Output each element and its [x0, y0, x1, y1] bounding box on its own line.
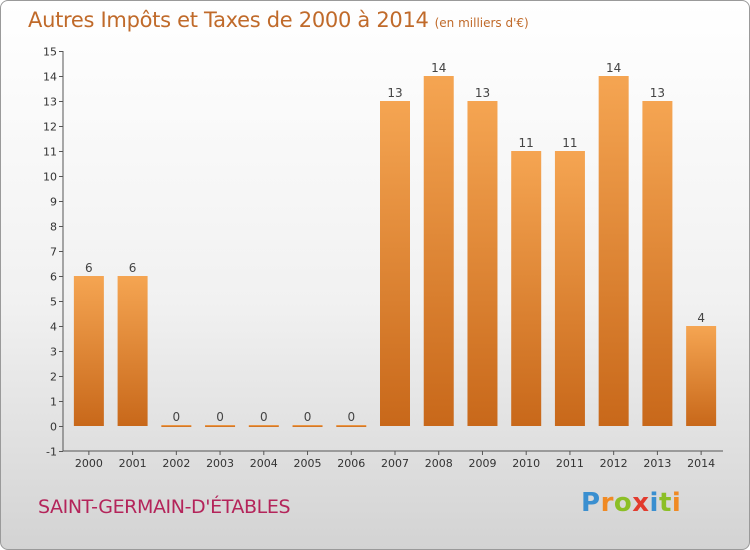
x-tick-label: 2014	[687, 457, 715, 470]
data-label: 4	[697, 311, 705, 325]
data-label: 13	[650, 86, 665, 100]
x-tick-label: 2003	[206, 457, 234, 470]
chart-title: Autres Impôts et Taxes de 2000 à 2014 (en…	[28, 8, 529, 32]
x-tick-label: 2012	[600, 457, 628, 470]
x-tick-label: 2005	[294, 457, 322, 470]
data-label: 11	[562, 136, 577, 150]
x-tick-label: 2004	[250, 457, 278, 470]
x-tick-label: 2009	[468, 457, 496, 470]
bar	[117, 276, 148, 426]
logo-letter: o	[613, 488, 633, 518]
data-label: 13	[387, 86, 402, 100]
logo-letter: P	[581, 488, 601, 518]
x-tick-label: 2011	[556, 457, 584, 470]
data-label: 0	[216, 410, 224, 424]
commune-name: SAINT-GERMAIN-D'ÉTABLES	[38, 496, 291, 518]
logo-letter: i	[649, 488, 659, 518]
y-tick-label: 3	[50, 346, 57, 359]
logo-letter: t	[658, 488, 672, 518]
bar	[686, 326, 717, 426]
x-tick-label: 2008	[425, 457, 453, 470]
y-tick-label: 8	[50, 221, 57, 234]
bar	[554, 151, 585, 426]
data-label: 11	[519, 136, 534, 150]
data-label: 6	[129, 261, 137, 275]
logo-letter: i	[671, 488, 682, 518]
bar	[642, 101, 673, 426]
y-tick-label: 2	[50, 371, 57, 384]
bar	[73, 276, 104, 426]
y-tick-label: 4	[50, 321, 57, 334]
data-label: 0	[260, 410, 268, 424]
x-tick-label: 2002	[162, 457, 190, 470]
bar	[161, 425, 192, 427]
x-tick-label: 2010	[512, 457, 540, 470]
bar	[511, 151, 542, 426]
data-label: 0	[347, 410, 355, 424]
y-tick-label: -1	[46, 446, 57, 459]
y-tick-label: 11	[43, 146, 57, 159]
data-label: 14	[606, 61, 621, 75]
proxiti-logo: Proxiti	[581, 488, 681, 518]
x-tick-label: 2000	[75, 457, 103, 470]
x-tick-label: 2013	[643, 457, 671, 470]
logo-letter: x	[632, 488, 650, 518]
bar	[598, 76, 629, 426]
x-tick-label: 2007	[381, 457, 409, 470]
y-tick-label: 9	[50, 196, 57, 209]
bar	[423, 76, 454, 426]
data-label: 14	[431, 61, 446, 75]
data-label: 13	[475, 86, 490, 100]
y-tick-label: 6	[50, 271, 57, 284]
y-tick-label: 13	[43, 96, 57, 109]
y-tick-label: 0	[50, 421, 57, 434]
y-tick-label: 14	[43, 71, 57, 84]
data-label: 6	[85, 261, 93, 275]
bar	[205, 425, 236, 427]
y-tick-label: 1	[50, 396, 57, 409]
x-tick-label: 2001	[119, 457, 147, 470]
data-label: 0	[173, 410, 181, 424]
y-tick-label: 12	[43, 121, 57, 134]
bar	[248, 425, 279, 427]
logo-letter: r	[600, 488, 614, 518]
y-tick-label: 5	[50, 296, 57, 309]
x-tick-label: 2006	[337, 457, 365, 470]
y-tick-label: 15	[43, 46, 57, 59]
unit-note: (en milliers d'€)	[434, 16, 529, 30]
title-text: Autres Impôts et Taxes de 2000 à 2014	[28, 8, 429, 32]
bar	[380, 101, 410, 426]
bar	[336, 425, 367, 427]
data-label: 0	[304, 410, 312, 424]
bar	[467, 101, 498, 426]
bar	[292, 425, 323, 427]
y-tick-label: 10	[43, 171, 57, 184]
y-tick-label: 7	[50, 246, 57, 259]
